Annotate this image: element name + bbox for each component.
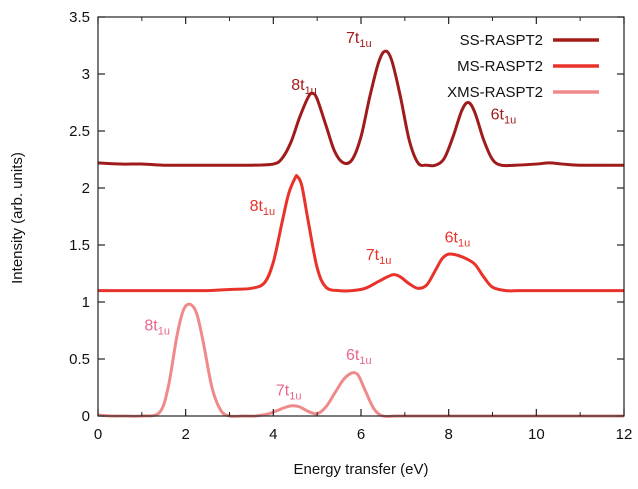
x-tick-label: 10 — [528, 426, 545, 443]
peak-label: 8t1u — [250, 198, 276, 218]
y-tick-label: 0 — [82, 408, 90, 425]
y-tick-label: 1 — [82, 294, 90, 311]
peak-label: 7t1u — [276, 382, 302, 402]
peak-label: 6t1u — [491, 107, 517, 127]
x-tick-label: 2 — [181, 426, 189, 443]
peak-label: 7t1u — [346, 30, 372, 50]
x-tick-label: 4 — [269, 426, 277, 443]
y-tick-label: 1.5 — [69, 237, 90, 254]
series-line-ms-raspt2 — [98, 174, 624, 293]
y-tick-label: 3 — [82, 66, 90, 83]
y-tick-label: 2 — [82, 180, 90, 197]
x-axis-label: Energy transfer (eV) — [293, 461, 428, 478]
y-tick-label: 2.5 — [69, 123, 90, 140]
peak-label: 8t1u — [291, 77, 317, 97]
y-tick-label: 3.5 — [69, 9, 90, 26]
x-tick-label: 8 — [444, 426, 452, 443]
peak-label: 6t1u — [346, 347, 372, 367]
peak-label: 6t1u — [445, 230, 471, 250]
x-tick-label: 12 — [616, 426, 633, 443]
legend: SS-RASPT2 MS-RASPT2 XMS-RASPT2 — [447, 32, 599, 101]
y-axis-label: Intensity (arb. units) — [9, 152, 26, 284]
peak-label: 7t1u — [366, 247, 392, 267]
legend-entry-label: SS-RASPT2 — [460, 32, 543, 49]
x-tick-label: 0 — [94, 426, 102, 443]
legend-entry-label: MS-RASPT2 — [457, 58, 543, 75]
x-tick-label: 6 — [357, 426, 365, 443]
series-line-ss-raspt2 — [97, 49, 624, 168]
peak-label: 8t1u — [144, 318, 170, 338]
y-tick-label: 0.5 — [69, 351, 90, 368]
legend-entry-label: XMS-RASPT2 — [447, 84, 543, 101]
